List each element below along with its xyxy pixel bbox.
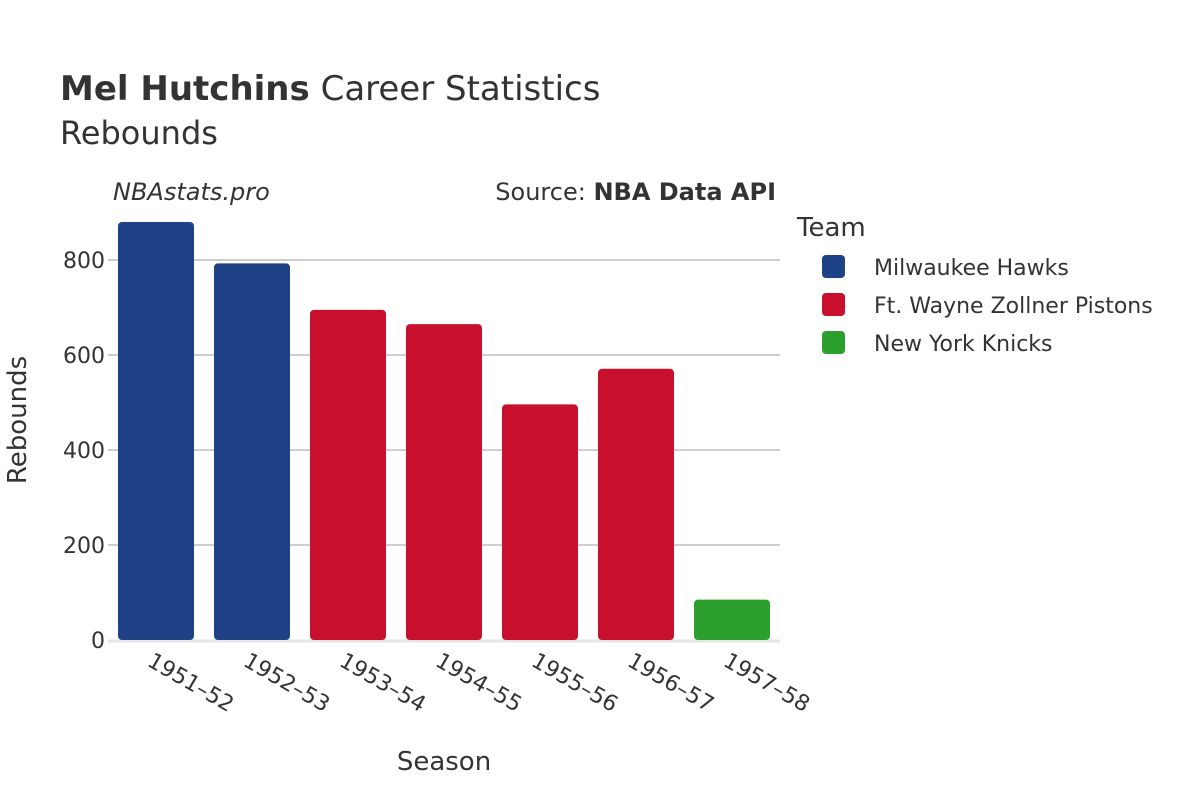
x-axis-title: Season	[397, 747, 491, 777]
chart-title: Mel Hutchins Career Statistics	[60, 69, 600, 109]
x-tick-label: 1951–52	[143, 649, 238, 718]
legend-swatch	[822, 293, 845, 316]
x-tick-label: 1955–56	[527, 649, 622, 718]
bar-1956–57	[598, 368, 674, 640]
x-tick-label: 1952–53	[239, 649, 334, 718]
legend-label: New York Knicks	[874, 332, 1053, 357]
legend-swatch	[822, 255, 845, 278]
chart-title-rest: Career Statistics	[310, 69, 601, 109]
x-tick-label: 1956–57	[623, 649, 718, 718]
source-name: NBA Data API	[593, 178, 776, 206]
y-tick-label: 200	[63, 534, 105, 559]
y-axis-ticks: 0 200 400 600 800	[63, 249, 105, 654]
chart-title-player: Mel Hutchins	[60, 69, 310, 109]
bar-1957–58	[694, 599, 770, 640]
legend-title: Team	[796, 213, 866, 243]
bars	[118, 222, 770, 640]
bar-1951–52	[118, 222, 194, 640]
x-tick-label: 1954–55	[431, 649, 526, 718]
bar-1952–53	[214, 263, 290, 640]
site-watermark: NBAstats.pro	[113, 178, 270, 206]
source-credit: Source: NBA Data API	[495, 178, 776, 206]
bar-1955–56	[502, 404, 578, 640]
y-tick-label: 600	[63, 344, 105, 369]
y-tick-label: 0	[91, 629, 105, 654]
bar-1953–54	[310, 309, 386, 640]
y-tick-label: 400	[63, 439, 105, 464]
y-axis-title: Rebounds	[3, 356, 33, 484]
x-axis-ticks: 1951–52 1952–53 1953–54 1954–55 1955–56 1956–…	[143, 649, 814, 718]
legend-label: Milwaukee Hawks	[874, 256, 1069, 281]
legend: Milwaukee Hawks Ft. Wayne Zollner Pistons…	[822, 255, 1153, 357]
legend-swatch	[822, 331, 845, 354]
legend-label: Ft. Wayne Zollner Pistons	[874, 294, 1153, 319]
x-tick-label: 1957–58	[719, 649, 814, 718]
source-prefix: Source:	[495, 178, 593, 206]
bar-1954–55	[406, 324, 482, 640]
y-tick-label: 800	[63, 249, 105, 274]
chart-subtitle: Rebounds	[60, 114, 218, 152]
x-tick-label: 1953–54	[335, 649, 430, 718]
